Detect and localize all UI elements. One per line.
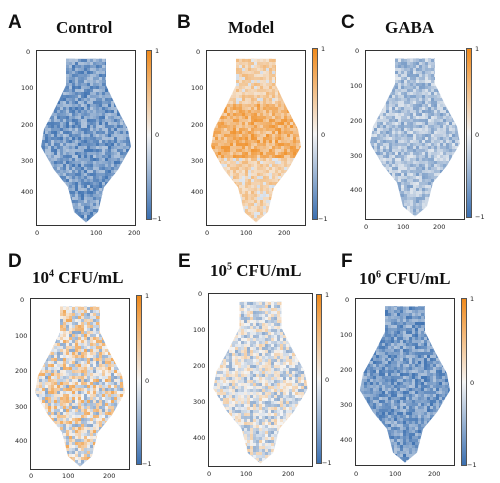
y-tick: 300	[15, 403, 28, 411]
colorbar-tick: −1	[152, 215, 162, 223]
panel-title: 105 CFU/mL	[210, 261, 302, 280]
y-tick: 300	[193, 398, 206, 406]
panel-b: B Model 0 100 200 300 400 0 100 200 1 0 …	[170, 0, 330, 240]
y-tick: 400	[15, 437, 28, 445]
x-tick: 100	[397, 223, 410, 231]
y-tick: 100	[193, 326, 206, 334]
y-tick: 100	[350, 82, 363, 90]
colorbar	[461, 298, 467, 466]
panel-letter: A	[8, 12, 22, 33]
y-tick: 100	[191, 84, 204, 92]
y-tick: 400	[193, 434, 206, 442]
y-tick: 200	[350, 117, 363, 125]
x-tick: 100	[240, 470, 253, 478]
colorbar-tick: 0	[145, 377, 150, 385]
x-tick: 0	[364, 223, 369, 231]
x-tick: 200	[428, 470, 441, 478]
colorbar-tick: −1	[475, 213, 485, 221]
brain-heatmap	[213, 301, 308, 464]
x-tick: 0	[207, 470, 212, 478]
colorbar-tick: 0	[155, 131, 160, 139]
y-tick: 300	[191, 157, 204, 165]
y-tick: 200	[340, 366, 353, 374]
colorbar	[312, 48, 318, 220]
colorbar-tick: −1	[318, 215, 328, 223]
y-tick: 300	[21, 157, 34, 165]
y-tick: 400	[191, 188, 204, 196]
y-tick: 0	[345, 296, 350, 304]
y-tick: 0	[20, 296, 25, 304]
x-tick: 0	[205, 229, 210, 237]
x-tick: 100	[389, 470, 402, 478]
x-tick: 200	[278, 229, 291, 237]
y-tick: 0	[198, 290, 203, 298]
panel-e: E 105 CFU/mL 0 100 200 300 400 0 100 200…	[170, 243, 332, 483]
x-tick: 100	[90, 229, 103, 237]
colorbar-tick: 0	[321, 131, 326, 139]
y-tick: 300	[340, 401, 353, 409]
brain-heatmap	[41, 58, 131, 223]
y-tick: 200	[21, 121, 34, 129]
x-tick: 200	[433, 223, 446, 231]
y-tick: 0	[355, 47, 360, 55]
y-tick: 400	[340, 436, 353, 444]
panel-a: A Control 0 100 200 300 400 0 100 200 1 …	[0, 0, 165, 240]
colorbar	[466, 48, 472, 218]
panel-letter: D	[8, 251, 22, 272]
colorbar-tick: 1	[470, 295, 475, 303]
colorbar-tick: 0	[325, 376, 330, 384]
y-tick: 0	[196, 48, 201, 56]
colorbar-tick: 1	[325, 291, 330, 299]
panel-letter: C	[341, 12, 355, 33]
x-tick: 200	[128, 229, 141, 237]
panel-title: Control	[56, 18, 113, 37]
panel-d: D 104 CFU/mL 0 100 200 300 400 0 100 200…	[0, 243, 165, 483]
y-tick: 200	[193, 362, 206, 370]
y-tick: 100	[340, 331, 353, 339]
y-tick: 400	[21, 188, 34, 196]
y-tick: 200	[15, 367, 28, 375]
y-tick: 100	[15, 332, 28, 340]
colorbar-tick: 0	[470, 379, 475, 387]
y-tick: 0	[26, 48, 31, 56]
y-tick: 300	[350, 152, 363, 160]
colorbar-tick: 1	[321, 45, 326, 53]
brain-heatmap	[211, 58, 301, 223]
colorbar	[136, 295, 142, 465]
brain-heatmap	[370, 58, 460, 217]
panel-c: C GABA 0 100 200 300 400 0 100 200 1 0 −…	[335, 0, 500, 240]
colorbar-tick: 1	[155, 47, 160, 55]
colorbar-tick: −1	[467, 461, 477, 469]
x-tick: 200	[103, 472, 116, 480]
panel-letter: B	[177, 12, 191, 33]
x-tick: 0	[35, 229, 40, 237]
colorbar-tick: 1	[145, 292, 150, 300]
y-tick: 200	[191, 121, 204, 129]
panel-title: 104 CFU/mL	[32, 268, 124, 287]
panel-letter: F	[341, 251, 353, 272]
colorbar	[146, 50, 152, 220]
x-tick: 0	[354, 470, 359, 478]
colorbar-tick: 1	[475, 45, 480, 53]
panel-title: Model	[228, 18, 275, 37]
panel-f: F 106 CFU/mL 0 100 200 300 400 0 100 200…	[335, 243, 500, 483]
colorbar	[316, 294, 322, 464]
colorbar-tick: −1	[322, 459, 332, 467]
x-tick: 100	[240, 229, 253, 237]
panel-letter: E	[178, 251, 191, 272]
panel-title: 106 CFU/mL	[359, 269, 451, 288]
colorbar-tick: −1	[142, 460, 152, 468]
x-tick: 0	[29, 472, 34, 480]
y-tick: 100	[21, 84, 34, 92]
panel-title: GABA	[385, 18, 435, 37]
colorbar-tick: 0	[475, 131, 480, 139]
y-tick: 400	[350, 186, 363, 194]
brain-heatmap	[35, 306, 125, 467]
brain-heatmap	[360, 306, 450, 463]
x-tick: 200	[282, 470, 295, 478]
x-tick: 100	[62, 472, 75, 480]
